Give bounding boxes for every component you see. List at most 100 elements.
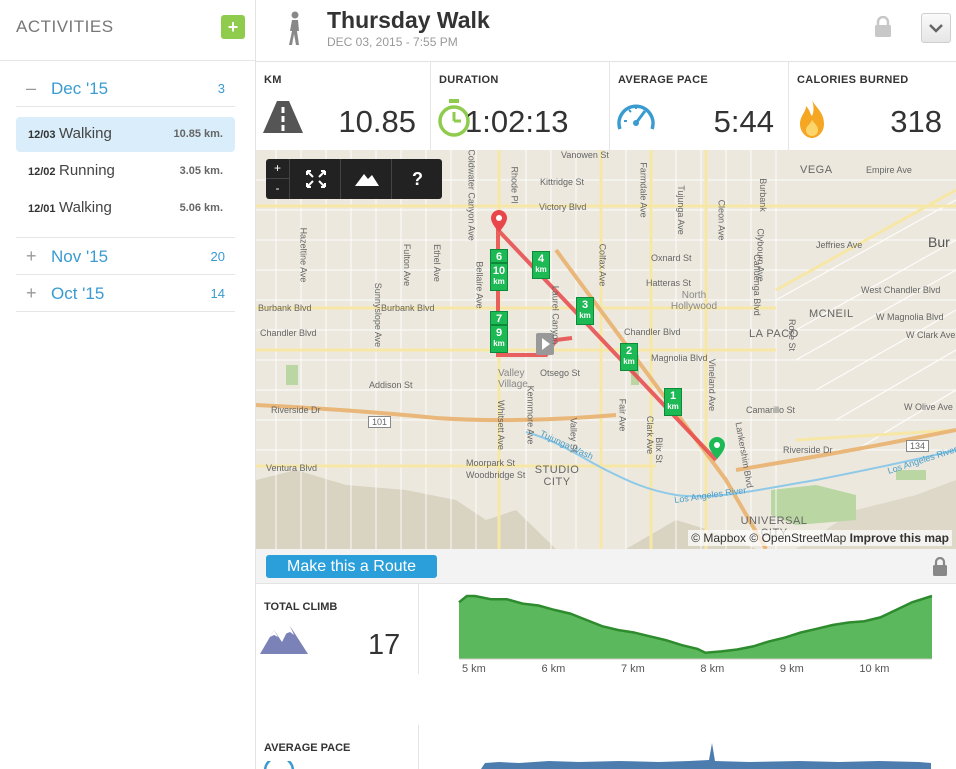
map-label: Jeffries Ave bbox=[816, 240, 863, 250]
month-divider bbox=[16, 201, 235, 238]
speedometer-icon bbox=[617, 104, 655, 130]
sidebar-header: ACTIVITIES + bbox=[0, 0, 255, 61]
zoom-out-button[interactable]: - bbox=[266, 179, 290, 199]
map-label: Hatteras St bbox=[646, 278, 692, 288]
map-label: Kennmore Ave bbox=[525, 385, 536, 445]
month-nov-15[interactable]: + Nov '15 20 bbox=[16, 238, 235, 275]
map-label: Clybourn Ave bbox=[755, 228, 766, 282]
activity-item-1201[interactable]: 12/01 Walking 5.06 km. bbox=[16, 191, 235, 226]
map-label: Otsego St bbox=[540, 368, 581, 378]
options-dropdown-button[interactable] bbox=[921, 13, 951, 43]
speedometer-icon bbox=[263, 761, 295, 769]
map-label: North Hollywood bbox=[670, 290, 718, 312]
help-button[interactable]: ? bbox=[412, 169, 423, 189]
km-marker-number: 4 bbox=[537, 253, 545, 265]
km-marker-7[interactable]: 7 bbox=[490, 311, 508, 325]
map-label: Bellaire Ave bbox=[474, 261, 485, 309]
map-label: MCNEIL bbox=[809, 308, 854, 320]
km-marker-4[interactable]: 4 km bbox=[532, 251, 550, 279]
map-label: West Chandler Blvd bbox=[861, 285, 941, 295]
map-tiles bbox=[256, 150, 956, 549]
map-label: W Clark Ave bbox=[906, 330, 956, 340]
map-label: Valley Village bbox=[498, 368, 528, 390]
stat-label: DURATION bbox=[439, 74, 499, 86]
km-marker-number: 9 bbox=[495, 327, 503, 339]
km-marker-number: 2 bbox=[625, 345, 633, 357]
terrain-button[interactable] bbox=[342, 159, 392, 199]
average-pace-section: AVERAGE PACE bbox=[256, 725, 956, 769]
km-marker-6[interactable]: 6 bbox=[490, 249, 508, 263]
km-marker-1[interactable]: 1 km bbox=[664, 388, 682, 416]
stat-label: CALORIES BURNED bbox=[797, 74, 909, 86]
stats-bar: KM 10.85 DURATION 1:02:13 AVERAGE PACE bbox=[256, 61, 956, 151]
improve-map-link[interactable]: Improve this map bbox=[849, 531, 949, 545]
total-climb-section: TOTAL CLIMB 17 5 km 6 km 7 km 8 km 9 km 10 km bbox=[256, 584, 956, 679]
activity-item-1202[interactable]: 12/02 Running 3.05 km. bbox=[16, 154, 235, 189]
lock-icon[interactable] bbox=[874, 16, 892, 38]
expand-icon: + bbox=[26, 246, 37, 266]
month-label: Nov '15 bbox=[51, 247, 109, 266]
x-tick-label: 6 km bbox=[541, 663, 565, 675]
map-label: LA PACO bbox=[749, 328, 799, 340]
expand-icon bbox=[306, 170, 326, 188]
map-label: Woodbridge St bbox=[466, 470, 526, 480]
km-marker-9[interactable]: 9 km bbox=[490, 325, 508, 353]
zoom-in-button[interactable]: + bbox=[266, 159, 290, 179]
stat-km: KM 10.85 bbox=[256, 62, 431, 151]
month-count: 20 bbox=[210, 249, 225, 264]
x-tick-label: 10 km bbox=[859, 663, 889, 675]
month-dec-15[interactable]: – Dec '15 3 bbox=[16, 70, 235, 107]
expand-icon: + bbox=[26, 283, 37, 303]
activity-date: 12/03 bbox=[28, 129, 56, 141]
km-marker-unit: km bbox=[535, 265, 547, 274]
mountain-icon bbox=[355, 174, 379, 186]
map-label: Riverside Dr bbox=[783, 445, 833, 455]
map-label: Riverside Dr bbox=[271, 405, 321, 415]
km-marker-number: 10 bbox=[492, 265, 506, 277]
route-map[interactable]: Vanowen St Kittridge St Victory Blvd Oxn… bbox=[256, 150, 956, 549]
pace-label: AVERAGE PACE bbox=[264, 742, 351, 754]
map-label: Burbank Blvd bbox=[381, 303, 435, 313]
month-oct-15[interactable]: + Oct '15 14 bbox=[16, 275, 235, 312]
stat-average-pace: AVERAGE PACE 5:44 bbox=[610, 62, 789, 151]
km-marker-2[interactable]: 2 km bbox=[620, 343, 638, 371]
activity-type: Walking bbox=[59, 199, 112, 216]
mountains-icon bbox=[260, 626, 308, 654]
lock-icon[interactable] bbox=[932, 557, 948, 577]
map-label: Coldwater Canyon Ave bbox=[466, 150, 477, 241]
add-activity-button[interactable]: + bbox=[221, 15, 245, 39]
activity-distance: 3.05 km. bbox=[179, 165, 223, 177]
map-label: Burbank bbox=[757, 178, 768, 212]
x-tick-label: 5 km bbox=[462, 663, 486, 675]
activity-item-1203[interactable]: 12/03 Walking 10.85 km. bbox=[16, 117, 235, 152]
map-label: STUDIO CITY bbox=[534, 464, 580, 488]
km-marker-10[interactable]: 10 km bbox=[490, 263, 508, 291]
map-label: Chandler Blvd bbox=[624, 327, 681, 337]
map-controls: + - ? bbox=[266, 159, 442, 199]
stat-value: 5:44 bbox=[713, 104, 774, 139]
map-label: Bur bbox=[928, 234, 950, 250]
start-pin bbox=[491, 210, 507, 232]
km-marker-3[interactable]: 3 km bbox=[576, 297, 594, 325]
stat-duration: DURATION 1:02:13 bbox=[431, 62, 610, 151]
map-label: Rhode Pl bbox=[509, 166, 520, 204]
osm-link[interactable]: © OpenStreetMap bbox=[749, 531, 847, 545]
fullscreen-button[interactable] bbox=[291, 159, 341, 199]
stat-calories: CALORIES BURNED 318 bbox=[789, 62, 956, 151]
map-label: Fair Ave bbox=[617, 398, 628, 432]
activity-datetime: DEC 03, 2015 - 7:55 PM bbox=[327, 35, 458, 49]
mapbox-link[interactable]: © Mapbox bbox=[691, 531, 747, 545]
km-marker-number: 7 bbox=[495, 313, 503, 325]
map-label: Camarillo St bbox=[746, 405, 796, 415]
activity-date: 12/02 bbox=[28, 166, 56, 178]
activities-sidebar: ACTIVITIES + – Dec '15 3 12/03 Walking 1… bbox=[0, 0, 256, 769]
highway-shield: 134 bbox=[906, 440, 930, 452]
make-route-button[interactable]: Make this a Route bbox=[266, 555, 437, 578]
km-marker-number: 6 bbox=[495, 251, 503, 263]
road-icon bbox=[263, 101, 303, 133]
map-label: W Olive Ave bbox=[904, 402, 953, 412]
km-marker-unit: km bbox=[579, 311, 591, 320]
stat-value: 10.85 bbox=[338, 104, 416, 139]
sidebar-title: ACTIVITIES bbox=[16, 17, 114, 36]
stat-value: 1:02:13 bbox=[465, 104, 569, 139]
